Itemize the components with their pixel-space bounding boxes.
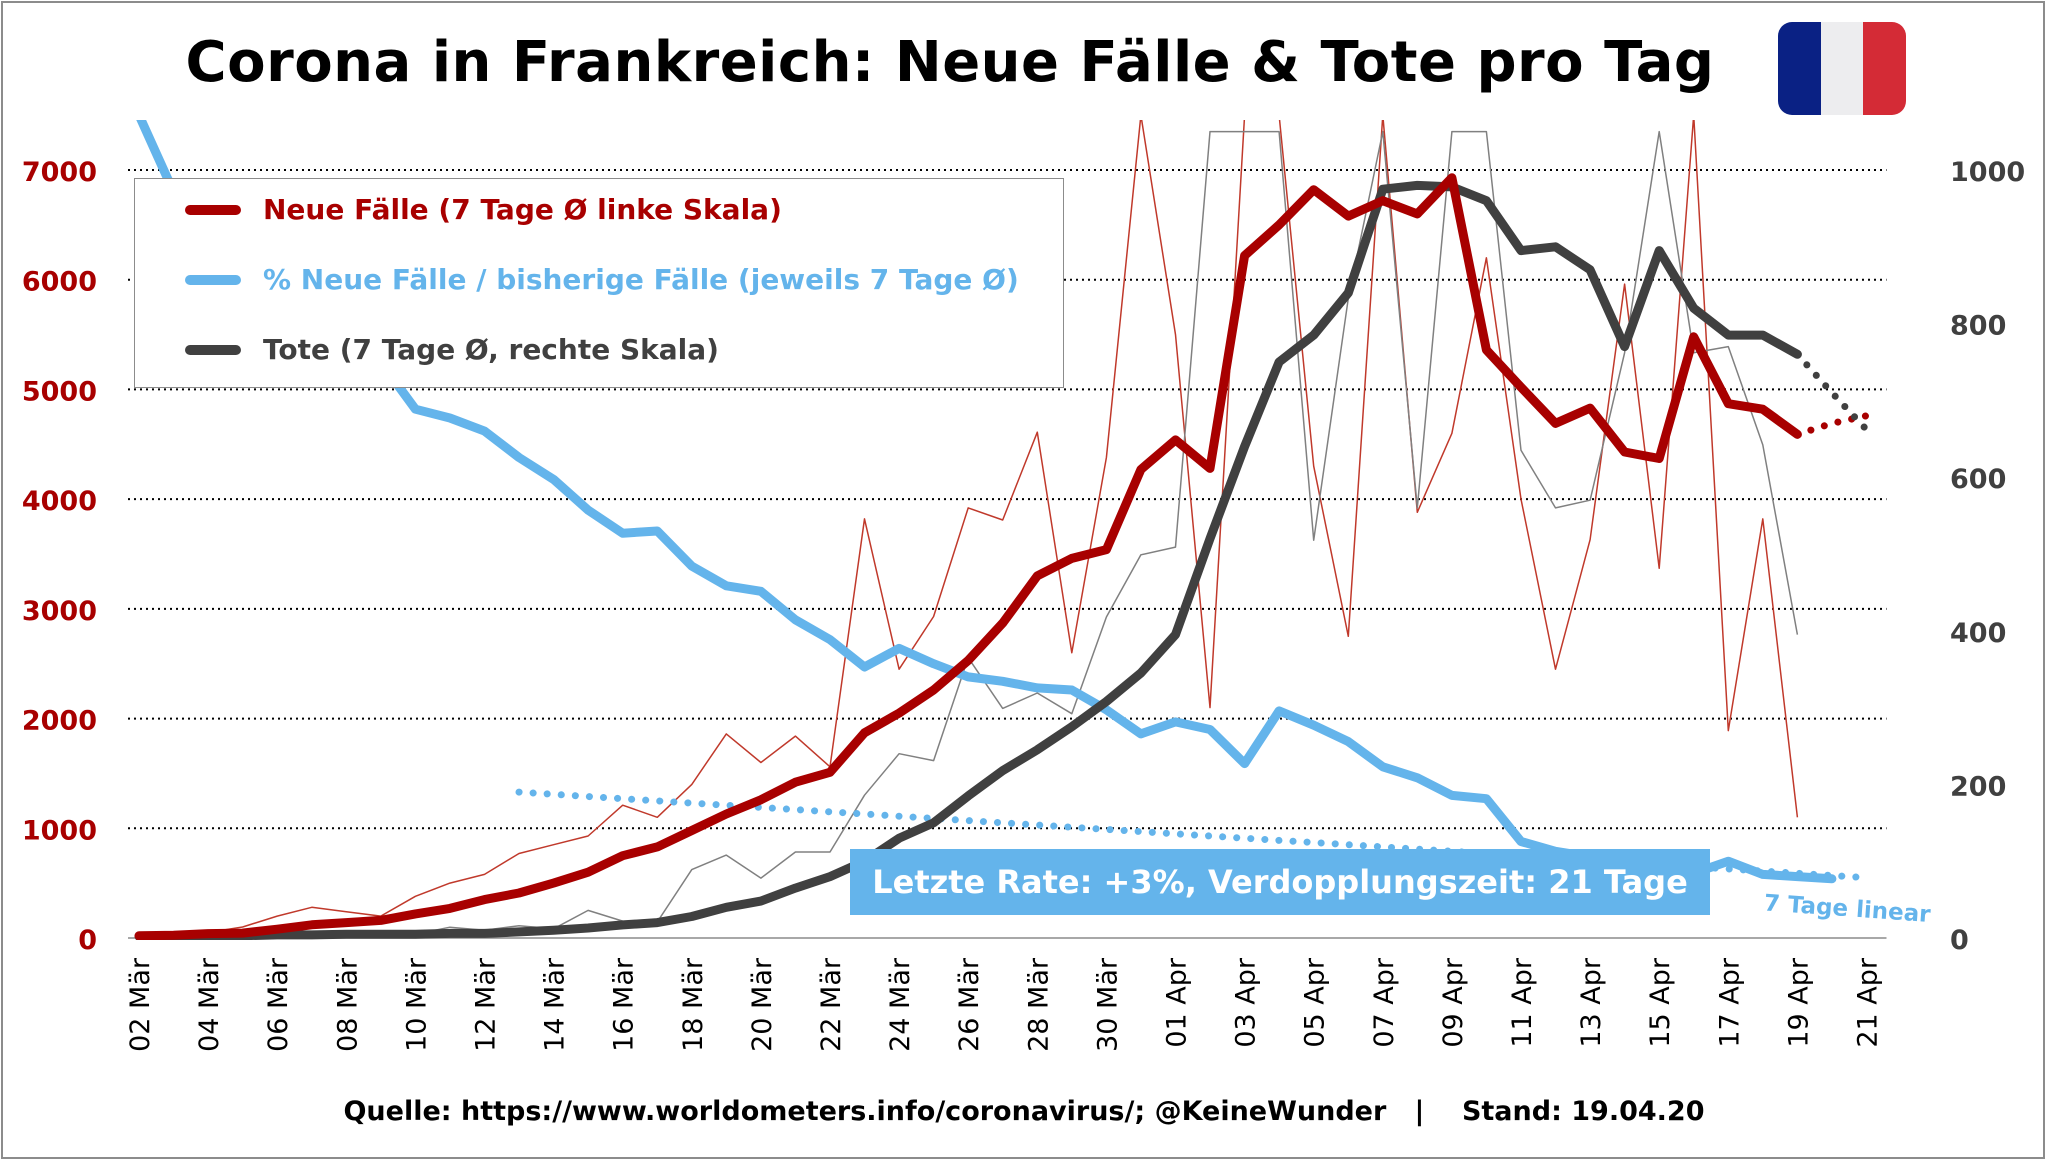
x-tick-label: 03 Apr: [1231, 957, 1262, 1048]
y-right-tick-label: 800: [1950, 311, 2006, 342]
legend-swatch-deaths: [185, 344, 241, 355]
x-tick-label: 30 Mär: [1092, 957, 1123, 1052]
legend-label-deaths: Tote (7 Tage Ø, rechte Skala): [263, 333, 719, 366]
x-tick-label: 17 Apr: [1714, 957, 1745, 1048]
x-tick-label: 13 Apr: [1576, 957, 1607, 1048]
y-left-tick-label: 6000: [22, 267, 97, 298]
x-tick-label: 10 Mär: [401, 957, 432, 1052]
x-tick-label: 04 Mär: [194, 957, 225, 1052]
legend-label-growth-rate: % Neue Fälle / bisherige Fälle (jeweils …: [263, 263, 1019, 296]
x-tick-label: 09 Apr: [1438, 957, 1469, 1048]
series-line-2: [134, 180, 1802, 940]
series-line-0: [134, 173, 1802, 940]
y-right-tick-label: 400: [1950, 618, 2006, 649]
y-right-tick-label: 600: [1950, 464, 2006, 495]
legend-item-growth-rate: % Neue Fälle / bisherige Fälle (jeweils …: [185, 263, 1019, 296]
y-right-tick-label: 200: [1950, 771, 2006, 802]
x-tick-label: 15 Apr: [1645, 957, 1676, 1048]
y-left-tick-label: 0: [78, 925, 97, 956]
y-left-tick-label: 7000: [22, 157, 97, 188]
trend-label: 7 Tage linear: [1763, 890, 1932, 928]
x-tick-label: 08 Mär: [332, 957, 363, 1052]
legend-swatch-growth-rate: [185, 274, 241, 285]
x-tick-label: 20 Mär: [747, 957, 778, 1052]
flag-stripe-blue: [1778, 22, 1821, 115]
x-tick-label: 11 Apr: [1507, 957, 1538, 1048]
x-tick-label: 28 Mär: [1023, 957, 1054, 1052]
flag-stripe-red: [1863, 22, 1906, 115]
legend-item-deaths: Tote (7 Tage Ø, rechte Skala): [185, 333, 719, 366]
y-left-tick-label: 1000: [22, 815, 97, 846]
x-tick-label: 01 Apr: [1162, 957, 1193, 1048]
x-tick-label: 24 Mär: [885, 957, 916, 1052]
y-left-tick-label: 2000: [22, 706, 97, 737]
x-tick-label: 16 Mär: [609, 957, 640, 1052]
legend-label-new-cases: Neue Fälle (7 Tage Ø linke Skala): [263, 193, 782, 226]
legend-item-new-cases: Neue Fälle (7 Tage Ø linke Skala): [185, 193, 782, 226]
rate-annotation-box: Letzte Rate: +3%, Verdopplungszeit: 21 T…: [850, 849, 1710, 915]
x-tick-label: 26 Mär: [954, 957, 985, 1052]
x-tick-label: 12 Mär: [471, 957, 502, 1052]
chart-legend: Neue Fälle (7 Tage Ø linke Skala) % Neue…: [134, 178, 1064, 388]
y-left-tick-label: 5000: [22, 376, 97, 407]
flag-stripe-white: [1820, 22, 1864, 115]
series-line-6: [1793, 350, 1870, 434]
series-group: [134, 120, 1870, 940]
legend-swatch-new-cases: [185, 204, 241, 215]
chart-title: Corona in Frankreich: Neue Fälle & Tote …: [185, 30, 1715, 95]
y-right-tick-label: 1000: [1950, 157, 2025, 188]
x-tick-label: 02 Mär: [125, 957, 156, 1052]
y-right-tick-label: 0: [1950, 925, 1969, 956]
y-left-tick-label: 4000: [22, 486, 97, 517]
x-tick-label: 21 Apr: [1853, 957, 1884, 1048]
source-footer: Quelle: https://www.worldometers.info/co…: [343, 1096, 1705, 1127]
france-flag-icon: [1778, 22, 1906, 115]
x-tick-label: 06 Mär: [263, 957, 294, 1052]
y-left-tick-label: 3000: [22, 596, 97, 627]
series-line-1: [138, 120, 1799, 937]
x-tick-label: 05 Apr: [1300, 957, 1331, 1048]
x-tick-label: 07 Apr: [1369, 957, 1400, 1048]
x-tick-label: 19 Apr: [1783, 957, 1814, 1048]
x-tick-label: 14 Mär: [540, 957, 571, 1052]
x-tick-label: 18 Mär: [678, 957, 709, 1052]
x-tick-label: 22 Mär: [816, 957, 847, 1052]
